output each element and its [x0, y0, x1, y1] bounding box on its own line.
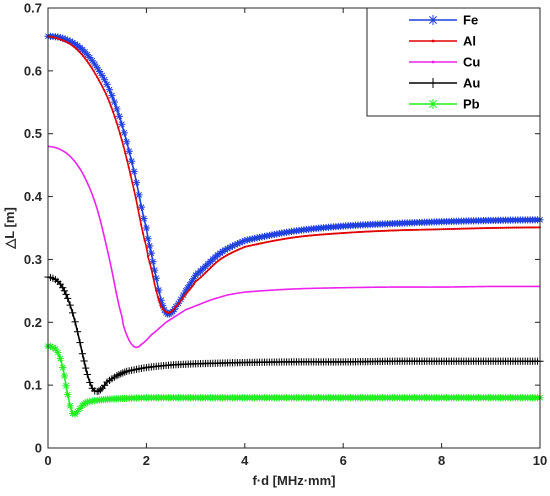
y-tick-label: 0.4 [24, 189, 43, 204]
legend-label: Fe [463, 13, 478, 28]
legend-entry-cu: Cu [409, 55, 480, 70]
x-tick-label: 2 [143, 453, 150, 468]
plot-frame [47, 7, 541, 449]
series-layer [44, 32, 544, 418]
y-tick-label: 0.3 [24, 252, 42, 267]
y-tick-label: 0.7 [24, 1, 42, 16]
series-line-cu [47, 145, 540, 349]
series-pb [44, 342, 544, 418]
x-axis-label: f·d [MHz·mm] [252, 473, 335, 488]
y-tick-label: 0 [35, 441, 42, 456]
series-markers-al [46, 35, 542, 314]
y-tick-label: 0.5 [24, 126, 42, 141]
series-markers-au [44, 273, 544, 396]
legend-label: Cu [463, 55, 480, 70]
x-tick-label: 10 [533, 453, 547, 468]
y-tick-label: 0.2 [24, 315, 42, 330]
legend-label: Al [463, 34, 476, 49]
x-tick-label: 8 [438, 453, 445, 468]
legend-entry-fe: Fe [409, 13, 478, 28]
y-axis-label: △L [m] [2, 207, 17, 250]
legend-label: Au [463, 76, 480, 91]
series-al [46, 35, 542, 314]
x-tick-label: 6 [340, 453, 347, 468]
series-au [44, 273, 544, 396]
legend: Fe Al Cu Au Pb [366, 7, 541, 117]
series-markers-fe [44, 32, 544, 318]
series-markers-pb [44, 342, 544, 418]
x-tick-label: 0 [44, 453, 51, 468]
series-cu [47, 145, 540, 349]
x-tick-label: 4 [241, 453, 249, 468]
legend-entry-pb: Pb [409, 97, 480, 112]
y-tick-label: 0.1 [24, 378, 42, 393]
series-fe [44, 32, 544, 318]
legend-entry-au: Au [409, 76, 480, 91]
y-tick-label: 0.6 [24, 63, 42, 78]
legend-entry-al: Al [409, 34, 476, 49]
legend-label: Pb [463, 97, 480, 112]
